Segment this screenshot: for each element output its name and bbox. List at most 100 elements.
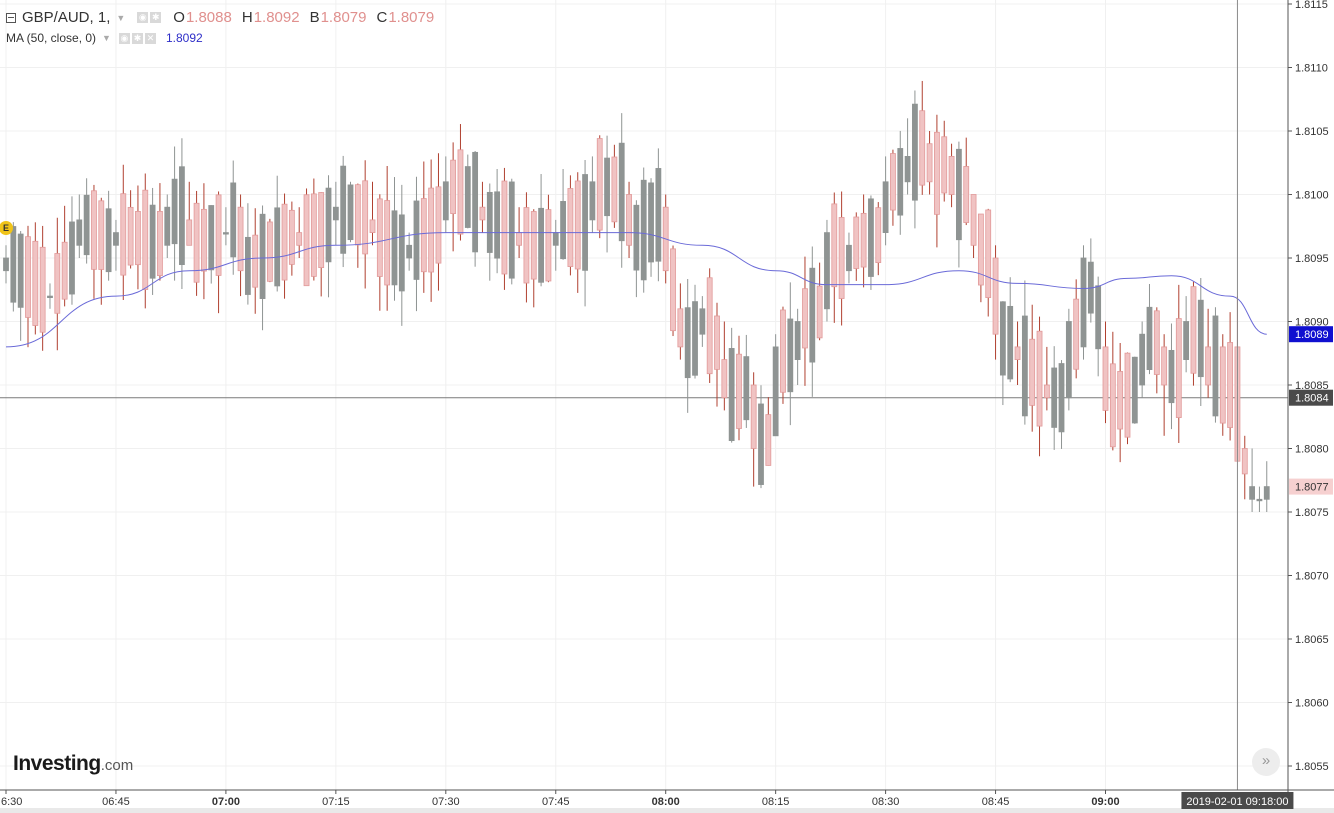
candle-down — [992, 245, 999, 360]
price-axis[interactable]: 1.8055 1.8060 1.8065 1.8070 1.8075 1.8080 1.80… — [1287, 0, 1334, 810]
event-badge[interactable]: E — [0, 221, 13, 235]
candle-body — [69, 221, 75, 295]
candle-up — [325, 175, 332, 298]
candle-up — [560, 169, 566, 260]
candle-body — [1139, 333, 1146, 386]
candle-up — [1051, 346, 1058, 450]
time-tick-label: 06:45 — [102, 796, 130, 808]
candle-down — [611, 144, 618, 228]
candle-body — [318, 192, 325, 269]
ma-value: 1.8092 — [165, 31, 203, 45]
candle-down — [948, 143, 955, 208]
time-tick-label: 08:45 — [982, 796, 1010, 808]
candle-body — [604, 157, 610, 217]
time-tick-label: 07:15 — [322, 796, 350, 808]
candle-down — [135, 185, 141, 290]
candle-body — [1263, 486, 1270, 500]
candle-body — [501, 180, 508, 275]
candle-body — [1109, 363, 1116, 448]
candle-up — [494, 168, 501, 274]
eye-icon[interactable]: ◉ — [118, 32, 130, 44]
candle-up — [208, 205, 215, 284]
chevron-down-icon[interactable]: ▼ — [102, 33, 111, 43]
candle-body — [831, 203, 838, 288]
candle-down — [714, 302, 720, 407]
candle-up — [1256, 486, 1263, 512]
candle-body — [362, 180, 369, 255]
ma-path — [5, 232, 1267, 348]
candle-body — [1256, 498, 1263, 502]
candle-down — [281, 193, 288, 299]
candle-down — [201, 183, 207, 300]
candle-body — [1249, 486, 1255, 500]
candle-body — [516, 232, 522, 246]
candle-up — [391, 177, 398, 301]
ma-label: MA (50, close, 0) — [6, 31, 97, 45]
candle-body — [494, 191, 501, 259]
candle-body — [215, 194, 222, 276]
candle-down — [1036, 316, 1043, 457]
price-tick-label: 1.8060 — [1295, 698, 1329, 710]
candle-down — [39, 225, 46, 351]
collapse-icon[interactable] — [6, 12, 16, 23]
time-tick-label: 08:30 — [872, 796, 900, 808]
candle-up — [618, 113, 625, 268]
candle-up — [772, 334, 779, 437]
candle-up — [164, 194, 171, 258]
candle-up — [230, 160, 237, 275]
close-icon[interactable]: ✕ — [144, 32, 156, 44]
candle-up — [868, 195, 874, 290]
candle-body — [699, 308, 706, 335]
candle-body — [809, 267, 816, 363]
candle-up — [1095, 276, 1102, 377]
candle-body — [244, 236, 251, 295]
candle-body — [113, 232, 119, 246]
candle-body — [948, 155, 955, 195]
candle-body — [1073, 298, 1080, 370]
candle-body — [985, 209, 992, 298]
candle-up — [728, 327, 735, 443]
candle-down — [32, 222, 39, 335]
candle-down — [266, 218, 273, 283]
candle-body — [633, 204, 640, 271]
candle-up — [340, 155, 347, 268]
candle-body — [186, 219, 193, 246]
candle-down — [98, 197, 105, 305]
candle-up — [3, 245, 9, 284]
price-tick-label: 1.8095 — [1295, 253, 1329, 265]
price-tick-label: 1.8100 — [1295, 190, 1329, 202]
settings-icon[interactable]: ✱ — [150, 12, 162, 23]
candle-body — [692, 301, 698, 376]
candle-body — [552, 232, 559, 246]
candle-down — [523, 192, 530, 303]
candle-up — [10, 222, 17, 312]
candle-down — [120, 164, 127, 301]
candle-body — [963, 166, 970, 223]
crosshair-time-bg — [1181, 792, 1294, 809]
candle-body — [3, 257, 9, 272]
candle-body — [39, 246, 46, 333]
candle-down — [193, 190, 200, 296]
candle-up — [912, 90, 918, 229]
time-axis[interactable]: 6:30 06:45 07:00 07:15 07:30 07:45 08:00 08:15 0… — [0, 789, 1334, 813]
logo-suffix: .com — [100, 757, 134, 774]
settings-icon[interactable]: ✱ — [131, 32, 143, 44]
candle-down — [1102, 321, 1109, 424]
candle-body — [332, 206, 339, 221]
candle-body — [677, 308, 684, 348]
candle-body — [83, 194, 90, 256]
candle-body — [259, 213, 266, 299]
chevron-down-icon[interactable]: ▼ — [116, 12, 126, 23]
candle-up — [1080, 245, 1087, 360]
candle-up — [113, 219, 119, 271]
candle-up — [47, 283, 53, 309]
eye-icon[interactable]: ◉ — [137, 12, 149, 23]
candle-body — [648, 182, 654, 263]
scroll-to-realtime-button[interactable]: » — [1252, 748, 1280, 776]
price-label-ma-bg — [1289, 326, 1333, 343]
candle-up — [582, 159, 588, 307]
candle-body — [728, 348, 735, 442]
candle-up — [413, 176, 420, 312]
candle-body — [347, 184, 354, 241]
